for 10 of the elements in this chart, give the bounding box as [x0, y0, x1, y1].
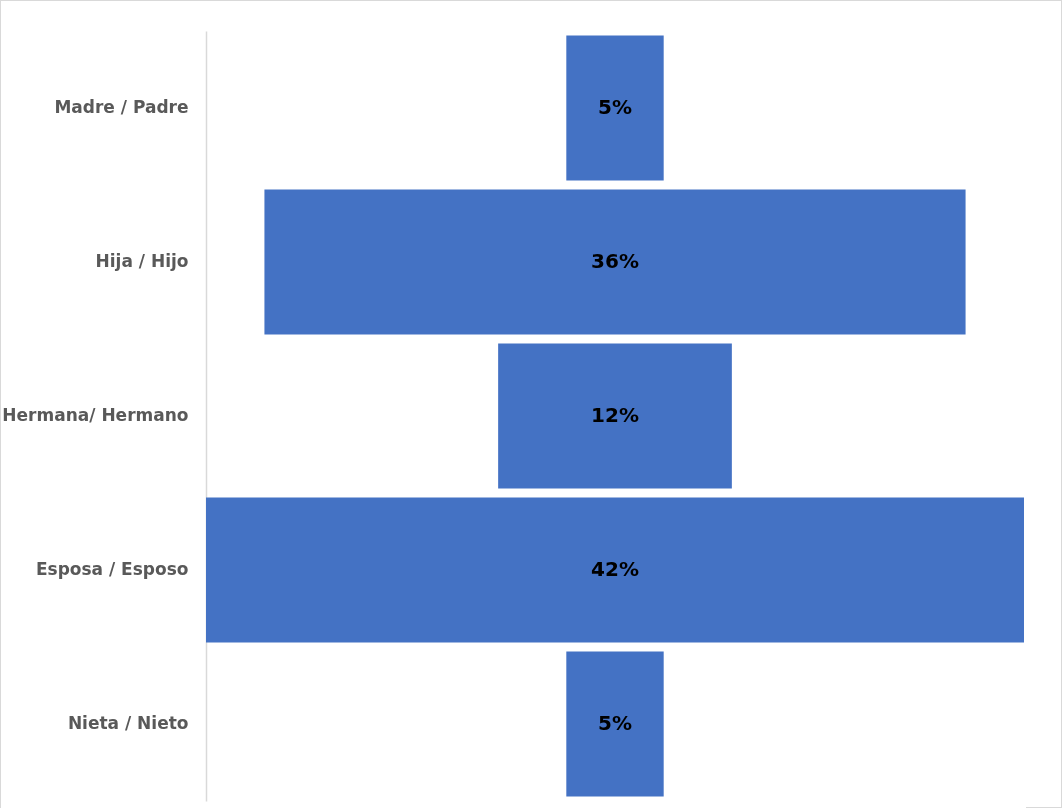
category-label: Hija / Hijo [95, 251, 189, 271]
data-label: 36% [591, 249, 639, 273]
category-label: Hermana/ Hermano [2, 405, 189, 425]
data-label: 5% [598, 711, 632, 735]
data-label: 5% [598, 95, 632, 119]
category-label: Nieta / Nieto [67, 713, 189, 733]
data-label: 42% [591, 557, 639, 581]
category-label: Esposa / Esposo [35, 559, 189, 579]
data-label: 12% [591, 403, 639, 427]
category-label: Madre / Padre [54, 97, 189, 117]
